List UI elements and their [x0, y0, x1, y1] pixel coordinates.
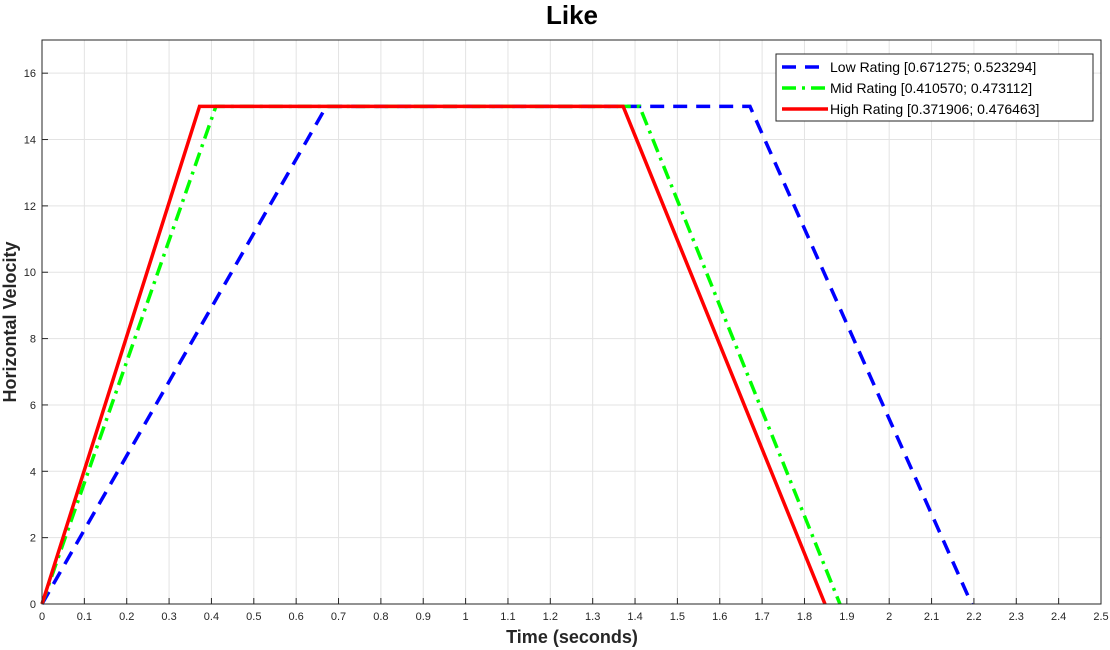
plot-area [42, 40, 1101, 604]
x-tick-label: 1.8 [797, 611, 812, 623]
x-tick-label: 0.6 [289, 611, 304, 623]
axis-ticks: 0 0.1 0.2 0.3 0.4 0.5 0.6 0.7 0.8 0.9 1 1.1 1.2 1.3 1.… [24, 68, 1109, 623]
y-axis-title: Horizontal Velocity [0, 241, 20, 402]
x-tick-label: 0.4 [204, 611, 219, 623]
x-tick-label: 0.2 [119, 611, 134, 623]
x-tick-label: 2 [886, 611, 892, 623]
x-tick-label: 0 [39, 611, 45, 623]
y-tick-label: 8 [30, 334, 36, 346]
y-tick-label: 14 [24, 135, 36, 147]
x-axis-title: Time (seconds) [506, 627, 638, 647]
y-tick-label: 12 [24, 201, 36, 213]
y-tick-label: 10 [24, 267, 36, 279]
x-tick-label: 2.1 [924, 611, 939, 623]
x-tick-label: 0.9 [416, 611, 431, 623]
x-tick-label: 1.7 [754, 611, 769, 623]
x-tick-label: 1.4 [627, 611, 642, 623]
legend-box [775, 53, 1094, 122]
plot-frame [41, 39, 1102, 605]
x-tick-label: 1.6 [712, 611, 727, 623]
legend: Low Rating [0.671275; 0.523294] Mid Ratin… [775, 53, 1094, 122]
x-tick-label: 0.8 [373, 611, 388, 623]
y-tick-label: 16 [24, 68, 36, 80]
x-tick-label: 1.2 [543, 611, 558, 623]
legend-label-2: High Rating [0.371906; 0.476463] [830, 101, 1039, 117]
x-tick-label: 0.5 [246, 611, 261, 623]
series-line-2 [40, 104, 827, 605]
x-tick-label: 2.5 [1093, 611, 1108, 623]
x-tick-label: 2.2 [966, 611, 981, 623]
x-tick-label: 2.4 [1051, 611, 1066, 623]
x-tick-label: 1.5 [670, 611, 685, 623]
x-tick-label: 0.3 [161, 611, 176, 623]
x-tick-label: 2.3 [1009, 611, 1024, 623]
legend-label-0: Low Rating [0.671275; 0.523294] [830, 59, 1036, 75]
x-tick-label: 1 [463, 611, 469, 623]
x-tick-label: 1.3 [585, 611, 600, 623]
y-tick-label: 0 [30, 599, 36, 611]
x-tick-label: 0.7 [331, 611, 346, 623]
chart-title: Like [546, 0, 598, 30]
x-tick-label: 1.1 [500, 611, 515, 623]
y-tick-label: 2 [30, 533, 36, 545]
y-tick-label: 6 [30, 400, 36, 412]
series-lines [40, 104, 974, 605]
legend-label-1: Mid Rating [0.410570; 0.473112] [830, 80, 1032, 96]
y-tick-label: 4 [30, 466, 36, 478]
x-tick-label: 1.9 [839, 611, 854, 623]
grid-lines [41, 40, 1102, 605]
x-tick-label: 0.1 [77, 611, 92, 623]
